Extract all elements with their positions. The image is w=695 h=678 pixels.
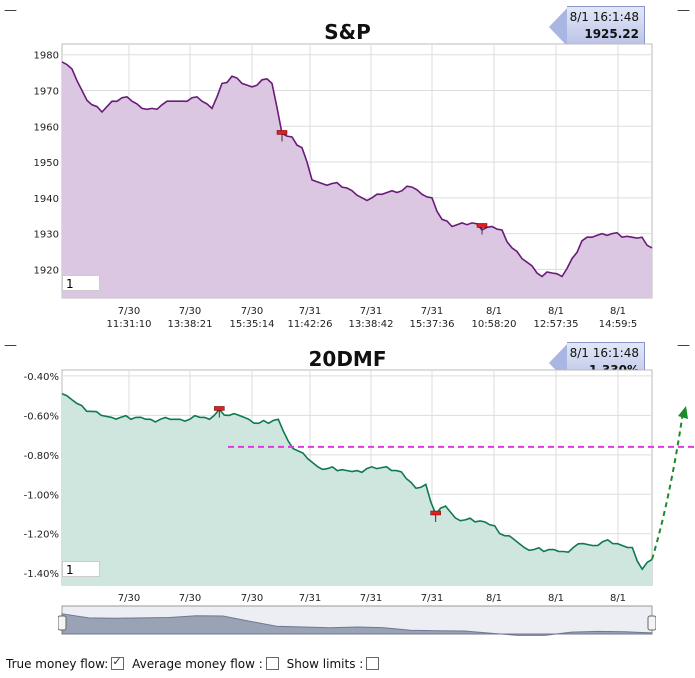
period-input-20dmf[interactable]: 1 [62,561,100,577]
show-limits-checkbox[interactable] [366,657,380,670]
chart-title-20dmf: 20DMF [308,347,387,371]
x-tick-label: 11:42:26 [288,319,333,330]
callout-arrow-icon [549,6,569,48]
average-money-flow-checkbox[interactable] [265,657,279,670]
x-tick-label: 8/1 [610,306,626,317]
navigator-handle-left [58,615,67,631]
x-tick-label: 7/30 [241,306,263,317]
x-tick-label: 7/31 [360,593,382,604]
collapse-dash[interactable]: — [677,3,690,18]
x-tick-label: 7/30 [118,306,140,317]
controls-bar: True money flow: Average money flow : Sh… [6,655,383,671]
event-marker [214,406,225,411]
x-tick-label: 8/1 [548,593,564,604]
event-marker [276,130,288,135]
x-tick-label: 7/30 [179,593,201,604]
sp-chart: 7/30 11:31:10 7/30 13:38:21 7/30 15:35:14 7/31… [34,43,653,330]
x-tick-label: 11:31:10 [107,319,152,330]
y-tick-label: -1.00% [24,490,59,501]
dmf-chart: 7/3011:31:107/3013:38:217/3015:35:147/31… [24,369,695,610]
x-tick-label: 15:35:14 [230,319,275,330]
y-tick-label: 1970 [34,87,59,98]
series-line [61,61,653,278]
y-tick-label: 1980 [34,51,59,62]
x-tick-label: 8/1 [548,306,564,317]
x-tick-label: 7/30 [179,306,201,317]
true-money-flow-label: True money flow: [6,657,109,671]
navigator-handle-right [647,615,656,631]
y-tick-label: -1.40% [24,569,59,580]
collapse-dash[interactable]: — [677,338,690,353]
series-line [61,392,653,571]
y-tick-label: 1960 [34,122,59,133]
x-tick-label: 13:38:21 [168,319,213,330]
value-callout-sp: 8/1 16:1:48 1925.22 [549,6,645,48]
y-tick-label: 1920 [34,265,59,276]
x-tick-label: 7/31 [360,306,382,317]
y-tick-label: -1.20% [24,530,59,541]
y-tick-label: 1930 [34,230,59,241]
x-tick-label: 8/1 [486,306,502,317]
x-tick-label: 10:58:20 [472,319,517,330]
period-input-sp[interactable]: 1 [62,275,100,291]
x-tick-label: 8/1 [486,593,502,604]
collapse-dash[interactable]: — [4,3,17,18]
callout-time: 8/1 16:1:48 [569,10,639,24]
x-tick-label: 14:59:5 [599,319,638,330]
x-tick-label: 7/31 [299,306,321,317]
chart-title-sp: S&P [324,20,371,44]
x-tick-label: 12:57:35 [534,319,579,330]
event-marker [430,510,441,516]
callout-time: 8/1 16:1:48 [569,346,639,360]
x-tick-label: 7/30 [241,593,263,604]
collapse-dash[interactable]: — [4,338,17,353]
x-tick-label: 7/31 [421,306,443,317]
series-area [62,61,652,299]
average-money-flow-label: Average money flow : [132,657,263,671]
x-tick-label: 7/31 [299,593,321,604]
y-tick-label: -0.40% [24,372,59,383]
callout-value: 1925.22 [584,27,639,41]
event-marker [476,223,488,228]
navigator-series [61,613,653,636]
x-tick-label: 13:38:42 [349,319,394,330]
x-tick-label: 7/31 [421,593,443,604]
range-navigator[interactable] [58,604,656,636]
forecast-arrow [651,411,684,560]
y-tick-label: 1940 [34,194,59,205]
y-tick-label: -0.60% [24,411,59,422]
y-tick-label: 1950 [34,158,59,169]
show-limits-label: Show limits : [286,657,364,671]
x-tick-label: 8/1 [610,593,626,604]
forecast-arrow-head [678,406,688,419]
y-tick-label: -0.80% [24,451,59,462]
x-tick-label: 7/30 [118,593,140,604]
x-tick-label: 15:37:36 [410,319,455,330]
true-money-flow-checkbox[interactable] [111,655,125,670]
series-area [62,393,652,585]
